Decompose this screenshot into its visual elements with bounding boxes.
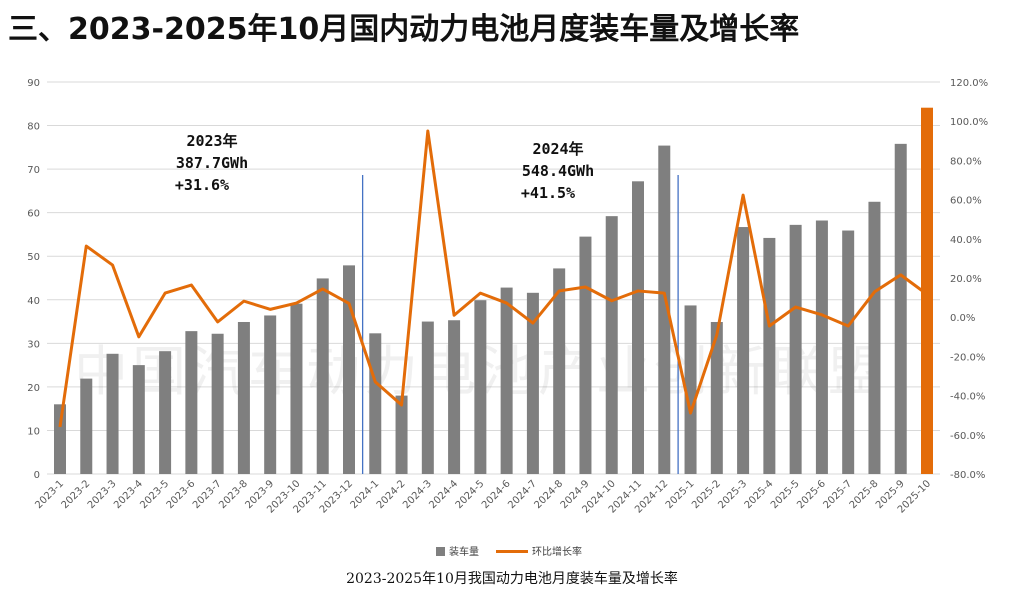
bar [264, 315, 277, 474]
right-axis-tick: -20.0% [950, 352, 985, 363]
left-axis-tick: 40 [27, 296, 40, 307]
left-axis-tick: 70 [27, 165, 40, 176]
bar [789, 224, 802, 474]
bar [54, 404, 66, 474]
legend-bar-swatch [436, 547, 445, 556]
bar [526, 292, 539, 474]
right-axis-tick: 80.0% [950, 156, 982, 167]
left-axis-tick: 20 [27, 383, 40, 394]
bar [605, 216, 618, 474]
right-axis-tick: 40.0% [950, 235, 982, 246]
bar [421, 321, 434, 474]
right-axis-tick: 60.0% [950, 196, 982, 207]
right-axis-tick: 0.0% [950, 313, 975, 324]
left-axis-tick: 60 [27, 209, 40, 220]
right-axis-tick: 20.0% [950, 274, 982, 285]
chart-caption: 2023-2025年10月我国动力电池月度装车量及增长率 [346, 571, 678, 587]
bar [868, 201, 881, 474]
bar [369, 333, 382, 474]
right-axis-tick: -40.0% [950, 392, 985, 403]
bar [658, 145, 671, 474]
bar [684, 305, 697, 474]
bar [211, 333, 224, 474]
growth-rate-line [58, 129, 928, 428]
left-axis-tick: 10 [27, 426, 40, 437]
bar [159, 351, 172, 474]
legend-bar-label: 装车量 [449, 545, 479, 558]
right-axis-tick: -80.0% [950, 470, 985, 481]
bar [185, 331, 198, 474]
bar [343, 265, 355, 474]
bar [448, 320, 461, 474]
bar [500, 287, 513, 474]
bar [815, 220, 828, 474]
bar [316, 278, 329, 474]
bar [737, 227, 750, 474]
left-axis-tick: 0 [34, 470, 40, 481]
bar [237, 321, 250, 474]
left-axis-tick: 50 [27, 252, 40, 263]
right-axis-tick: 100.0% [950, 117, 988, 128]
bar [710, 321, 723, 474]
bar [132, 365, 145, 474]
annotation-text: 387.7GWh [176, 154, 248, 172]
left-axis-tick: 80 [27, 122, 40, 133]
annotation-text: +41.5% [521, 184, 575, 202]
bar [106, 353, 119, 474]
bar [290, 303, 303, 474]
left-axis-tick: 90 [27, 78, 40, 89]
annotation-text: +31.6% [175, 176, 229, 194]
bar [395, 395, 408, 474]
annotation-text: 2024年 [532, 140, 583, 158]
bar [474, 300, 487, 474]
bar [632, 181, 644, 474]
bar [921, 107, 933, 474]
page-title: 三、2023-2025年10月国内动力电池月度装车量及增长率 [8, 12, 800, 47]
left-axis-tick: 30 [27, 339, 40, 350]
bar [579, 236, 592, 474]
bar [553, 268, 566, 474]
bar [80, 378, 93, 474]
annotation-text: 548.4GWh [522, 162, 594, 180]
annotation-text: 2023年 [186, 132, 237, 150]
right-axis-tick: -60.0% [950, 431, 985, 442]
bar [763, 237, 776, 474]
bar [842, 230, 855, 474]
right-axis-tick: 120.0% [950, 78, 988, 89]
legend-line-label: 环比增长率 [532, 545, 582, 558]
bar [894, 143, 907, 475]
